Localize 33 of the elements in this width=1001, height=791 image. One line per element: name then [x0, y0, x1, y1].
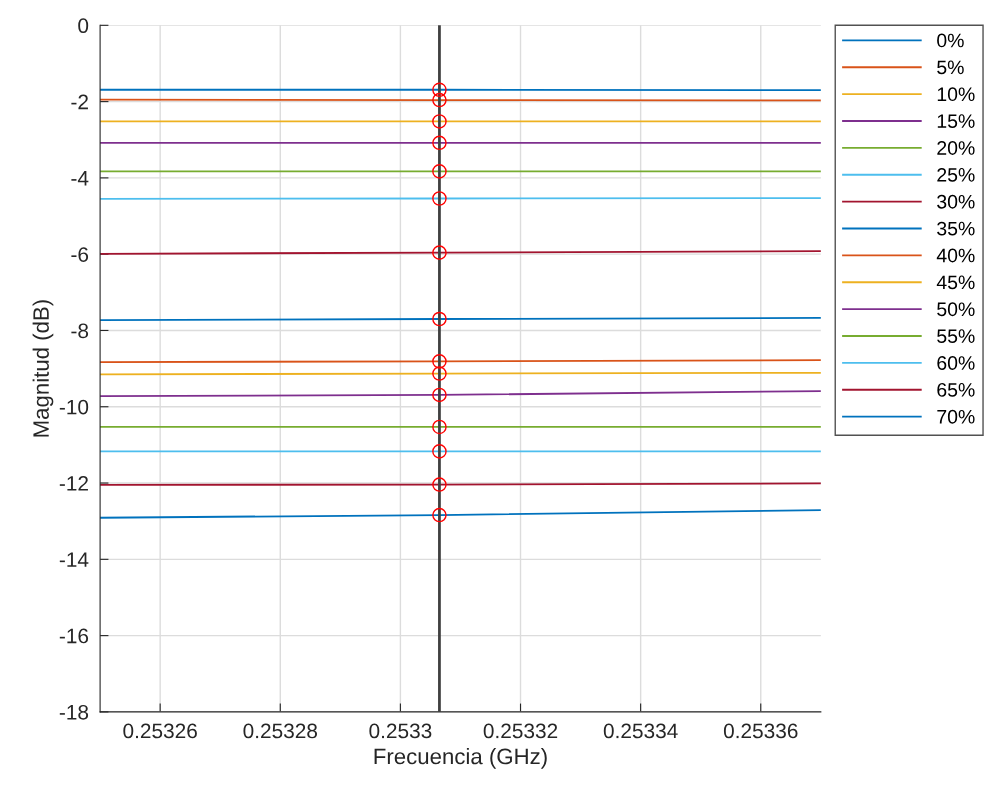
y-tick-label: -16: [59, 628, 89, 644]
y-tick-label: -10: [59, 399, 89, 415]
legend-label: 65%: [937, 382, 975, 397]
legend-label: 45%: [936, 275, 975, 290]
y-tick-label: -18: [59, 704, 89, 720]
legend-label: 25%: [937, 167, 975, 182]
legend-label: 40%: [936, 248, 975, 263]
legend-label: 15%: [937, 114, 975, 128]
x-tick-label: 0.25334: [603, 723, 678, 739]
y-tick-label: -12: [59, 476, 88, 491]
x-tick-label: 0.25328: [243, 723, 318, 739]
legend-label: 35%: [937, 221, 975, 236]
y-tick-label: -4: [71, 171, 89, 186]
legend-label: 5%: [937, 60, 964, 75]
legend-label: 70%: [937, 409, 975, 424]
legend-label: 60%: [937, 356, 975, 370]
legend-label: 30%: [937, 194, 975, 209]
y-tick-label: -14: [59, 552, 89, 567]
x-axis-title: Frecuencia (GHz): [374, 747, 547, 769]
x-tick-label: 0.25336: [723, 723, 798, 739]
legend-label: 10%: [937, 87, 975, 102]
legend-label: 55%: [937, 329, 975, 344]
x-tick-label: 0.2533: [369, 723, 432, 739]
legend-label: 50%: [937, 302, 975, 317]
y-tick-label: 0: [78, 18, 89, 34]
y-tick-label: -8: [71, 323, 89, 339]
y-tick-label: -6: [71, 247, 89, 262]
x-tick-label: 0.25326: [123, 723, 197, 739]
legend-label: 0%: [937, 33, 964, 48]
x-tick-label: 0.25332: [483, 723, 558, 739]
y-axis-title: Magnitud (dB): [32, 300, 54, 437]
legend-label: 20%: [937, 141, 975, 155]
y-tick-label: -2: [71, 94, 88, 110]
